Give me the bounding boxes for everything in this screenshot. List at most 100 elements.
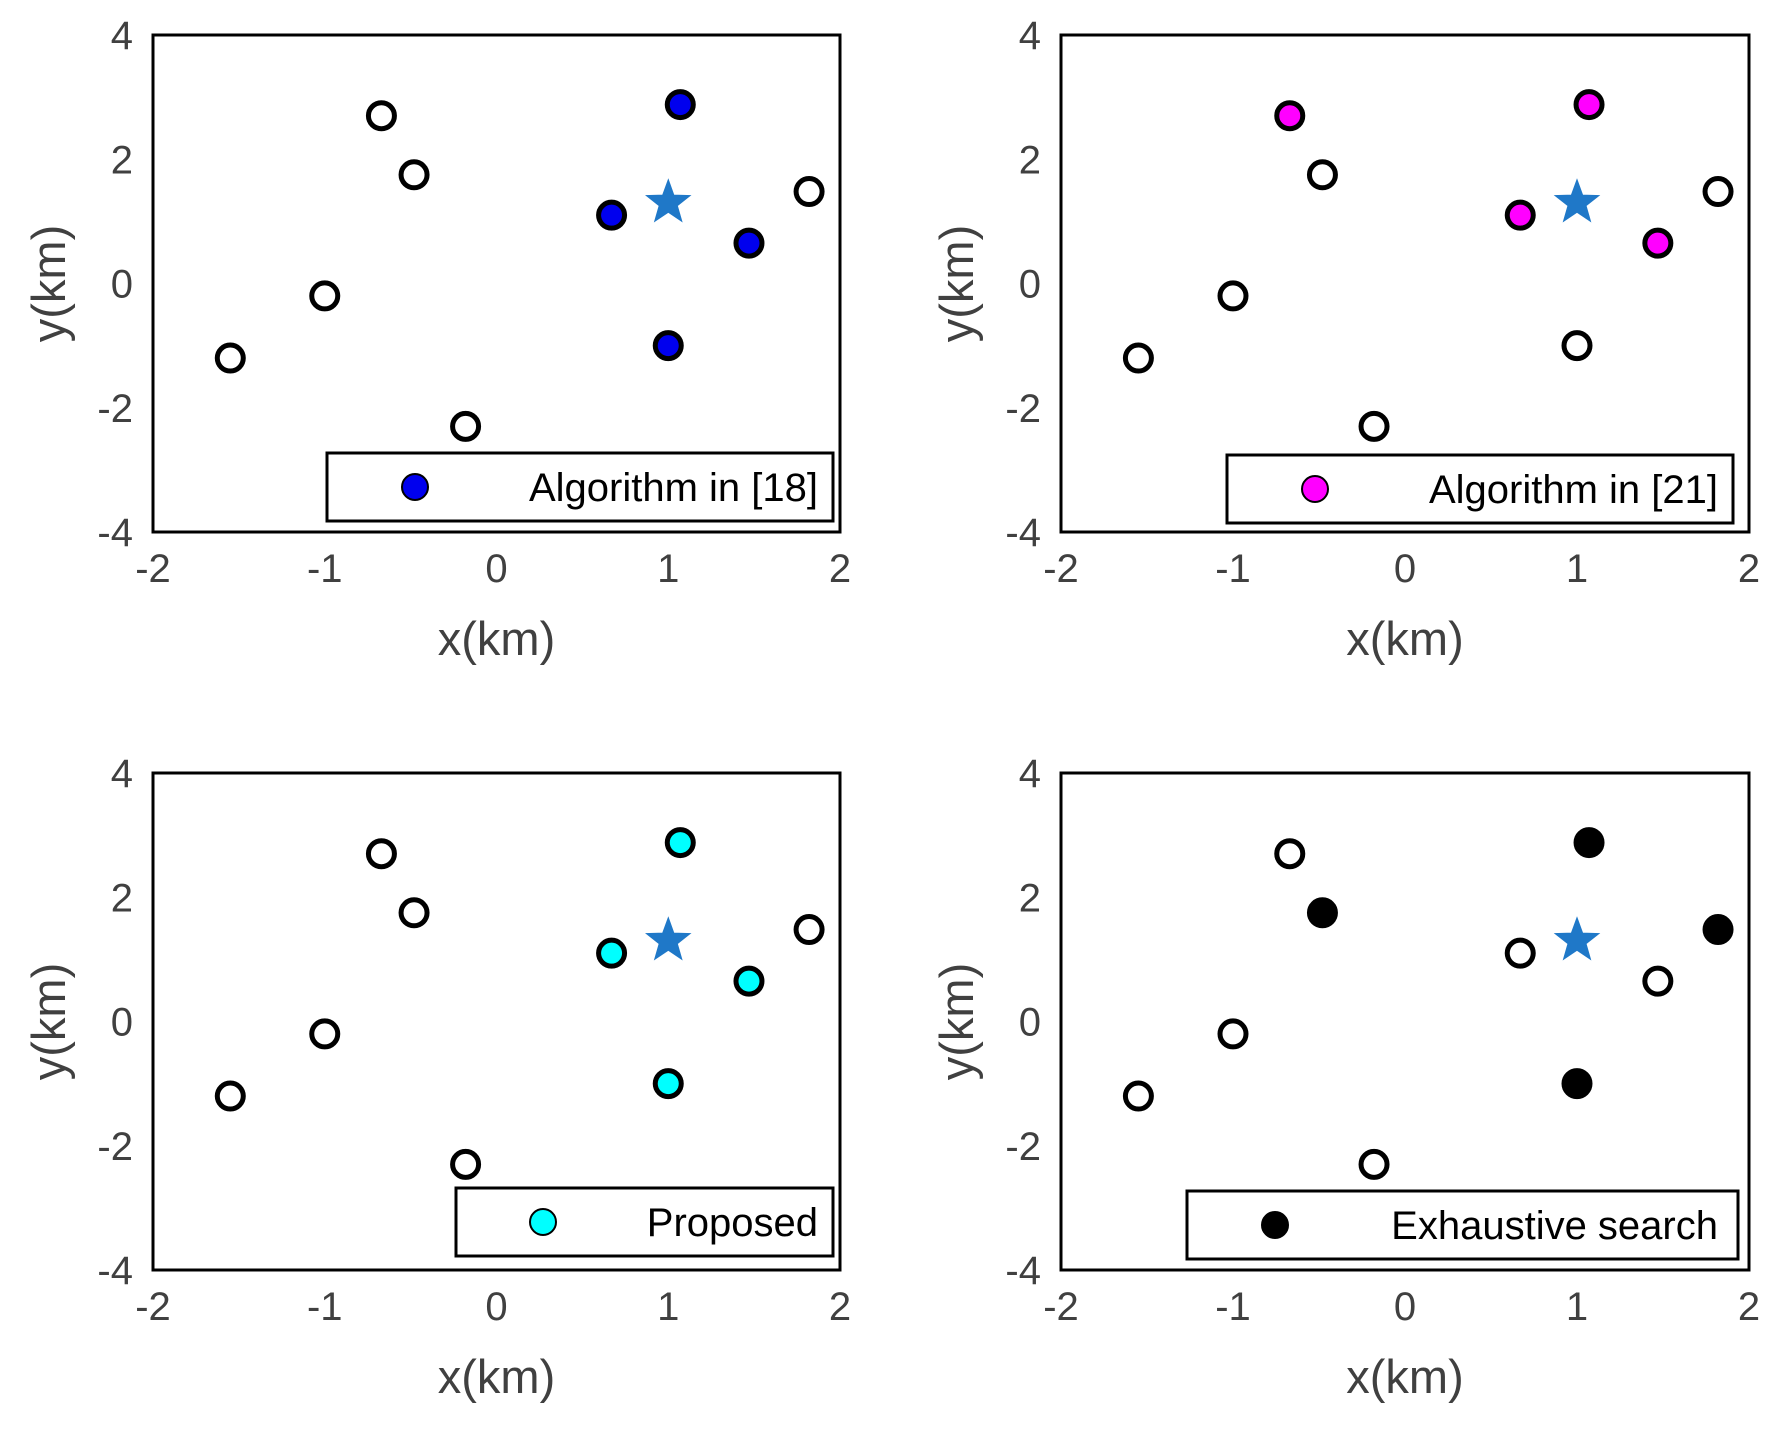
selected-point — [596, 937, 628, 969]
x-tick-label: 2 — [1738, 1285, 1760, 1329]
selected-point — [1573, 89, 1605, 121]
unselected-point — [1122, 1080, 1154, 1112]
x-tick-label: -2 — [135, 1285, 171, 1329]
unselected-point — [1122, 342, 1154, 374]
y-tick-label: 0 — [1019, 263, 1041, 307]
y-tick-label: 0 — [1019, 1001, 1041, 1045]
unselected-point — [1561, 330, 1593, 362]
legend-marker — [401, 473, 429, 501]
unselected-point — [1358, 410, 1390, 442]
x-tick-label: 1 — [1566, 547, 1588, 591]
x-tick-label: 0 — [485, 547, 507, 591]
unselected-point — [793, 176, 825, 208]
x-axis-label: x(km) — [1346, 612, 1463, 665]
selected-point — [1274, 100, 1306, 132]
unselected-point — [398, 897, 430, 929]
y-axis-label: y(km) — [930, 225, 983, 342]
y-tick-label: -2 — [1005, 1125, 1041, 1169]
target-star-icon — [645, 178, 692, 223]
x-tick-label: 2 — [829, 1285, 851, 1329]
unselected-point — [1306, 159, 1338, 191]
y-tick-label: -4 — [1005, 511, 1041, 555]
x-tick-label: 0 — [1394, 547, 1416, 591]
y-tick-label: 2 — [1019, 138, 1041, 182]
y-tick-label: -2 — [97, 1125, 133, 1169]
selected-point — [596, 199, 628, 231]
unselected-point — [793, 914, 825, 946]
y-axis-label: y(km) — [930, 963, 983, 1080]
legend-label: Algorithm in [21] — [1429, 468, 1718, 512]
y-tick-label: -4 — [1005, 1249, 1041, 1293]
target-star-icon — [1553, 178, 1601, 223]
unselected-point — [214, 342, 246, 374]
selected-point — [1561, 1068, 1593, 1100]
selected-point — [664, 827, 696, 859]
legend-marker — [1261, 1211, 1289, 1239]
legend: Proposed — [454, 1186, 835, 1258]
y-axis-label: y(km) — [22, 963, 75, 1080]
y-tick-label: 2 — [1019, 876, 1041, 920]
x-tick-label: -2 — [1043, 547, 1079, 591]
x-tick-label: -1 — [307, 1285, 343, 1329]
y-tick-label: -4 — [97, 511, 133, 555]
selected-point — [652, 330, 684, 362]
y-tick-label: 4 — [111, 14, 133, 58]
x-tick-label: 1 — [1566, 1285, 1588, 1329]
unselected-point — [1217, 280, 1249, 312]
y-tick-label: 4 — [1019, 752, 1041, 796]
x-axis-label: x(km) — [1346, 1350, 1463, 1403]
unselected-point — [1274, 838, 1306, 870]
selected-point — [733, 965, 765, 997]
unselected-point — [1358, 1148, 1390, 1180]
x-tick-label: -1 — [307, 547, 343, 591]
selected-point — [1504, 199, 1536, 231]
x-tick-label: -1 — [1215, 547, 1251, 591]
legend-label: Exhaustive search — [1391, 1204, 1718, 1248]
x-tick-label: -2 — [1043, 1285, 1079, 1329]
legend-label: Algorithm in [18] — [529, 466, 818, 510]
axes-box — [151, 33, 842, 534]
x-tick-label: 1 — [657, 547, 679, 591]
target-star-icon — [645, 916, 692, 961]
unselected-point — [1642, 965, 1674, 997]
selected-point — [1306, 897, 1338, 929]
unselected-point — [214, 1080, 246, 1112]
y-axis-label: y(km) — [22, 225, 75, 342]
unselected-point — [365, 838, 397, 870]
legend: Algorithm in [21] — [1225, 453, 1735, 525]
unselected-point — [1217, 1018, 1249, 1050]
unselected-point — [450, 1148, 482, 1180]
selected-point — [664, 89, 696, 121]
legend: Algorithm in [18] — [325, 451, 835, 523]
x-tick-label: 2 — [829, 547, 851, 591]
unselected-point — [1504, 937, 1536, 969]
x-tick-label: 0 — [485, 1285, 507, 1329]
unselected-point — [398, 159, 430, 191]
legend-marker — [529, 1208, 557, 1236]
y-tick-label: 0 — [111, 1001, 133, 1045]
selected-point — [1702, 914, 1734, 946]
unselected-point — [309, 1018, 341, 1050]
y-tick-label: 4 — [111, 752, 133, 796]
y-tick-label: -2 — [1005, 387, 1041, 431]
y-tick-label: 0 — [111, 263, 133, 307]
target-star-icon — [1553, 916, 1601, 961]
unselected-point — [365, 100, 397, 132]
y-tick-label: -2 — [97, 387, 133, 431]
y-tick-label: 4 — [1019, 14, 1041, 58]
unselected-point — [309, 280, 341, 312]
y-tick-label: 2 — [111, 876, 133, 920]
x-axis-label: x(km) — [438, 612, 555, 665]
x-tick-label: 0 — [1394, 1285, 1416, 1329]
legend-label: Proposed — [647, 1201, 818, 1245]
y-tick-label: -4 — [97, 1249, 133, 1293]
unselected-point — [1702, 176, 1734, 208]
x-tick-label: 1 — [657, 1285, 679, 1329]
y-tick-label: 2 — [111, 138, 133, 182]
legend-marker — [1301, 475, 1329, 503]
